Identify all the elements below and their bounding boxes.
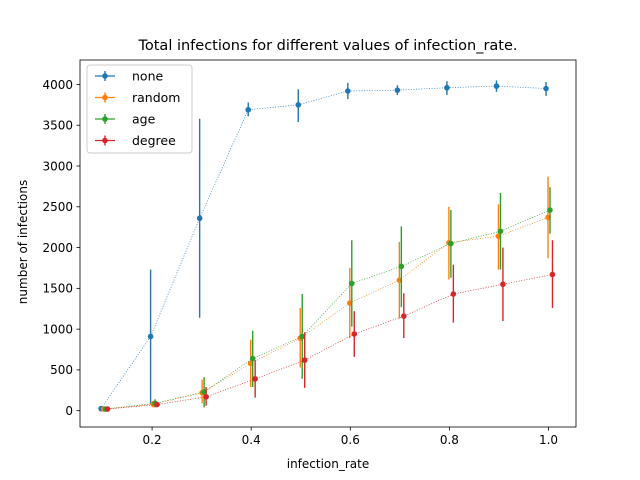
series-line-age xyxy=(105,209,551,410)
data-point-degree xyxy=(301,357,308,363)
chart-title: Total infections for different values of… xyxy=(137,38,517,54)
x-tick-label: 1.0 xyxy=(539,433,558,447)
data-point-age xyxy=(249,355,256,362)
data-point-age xyxy=(398,263,405,270)
x-axis-label: infection_rate xyxy=(287,457,370,471)
y-tick-label: 3500 xyxy=(42,119,73,133)
x-tick-label: 0.2 xyxy=(143,433,162,447)
data-point-age xyxy=(299,333,306,340)
legend: none random age degree xyxy=(86,64,193,154)
legend-swatch-marker xyxy=(102,73,108,79)
data-point-none xyxy=(196,215,203,222)
legend-label: degree xyxy=(132,133,176,148)
y-tick-label: 500 xyxy=(50,363,73,377)
data-point-none xyxy=(444,84,450,91)
y-tick-label: 2500 xyxy=(42,200,73,214)
data-point-age xyxy=(547,207,553,213)
legend-swatch-marker xyxy=(102,94,108,101)
x-tick-label: 0.4 xyxy=(242,433,261,447)
legend-label: age xyxy=(132,112,156,127)
y-axis-label: number of infections xyxy=(16,180,30,304)
data-point-none xyxy=(147,333,154,340)
data-point-none xyxy=(245,106,252,113)
y-tick-label: 1000 xyxy=(42,322,73,336)
axes-frame xyxy=(79,59,577,428)
x-tick-label: 0.6 xyxy=(341,433,360,447)
legend-label: none xyxy=(132,69,163,84)
data-point-degree xyxy=(104,406,111,412)
data-point-degree xyxy=(401,313,407,319)
series-line-none xyxy=(100,85,547,409)
data-point-degree xyxy=(154,401,160,408)
series-line-degree xyxy=(107,274,553,410)
y-tick-label: 2000 xyxy=(42,241,73,255)
data-point-degree xyxy=(203,394,209,400)
data-point-none xyxy=(543,85,549,92)
data-point-none xyxy=(345,88,351,94)
data-point-none xyxy=(493,83,500,89)
legend-box xyxy=(86,64,193,154)
plot-area: 0.2 0.4 0.6 0.8 1.0 0 500 1000 1500 2000 2500 3000 3… xyxy=(42,59,577,447)
y-tick-label: 1500 xyxy=(42,282,73,296)
x-tick-label: 0.8 xyxy=(440,433,459,447)
legend-swatch-marker xyxy=(102,116,108,122)
data-point-age xyxy=(448,240,454,247)
data-point-degree xyxy=(500,281,506,288)
data-point-age xyxy=(348,280,355,287)
data-point-degree xyxy=(549,271,556,278)
y-tick-label: 0 xyxy=(65,404,73,418)
y-tick-label: 3000 xyxy=(42,159,73,173)
data-point-age xyxy=(497,228,504,235)
data-point-degree xyxy=(450,291,457,297)
data-point-degree xyxy=(351,331,358,337)
data-point-none xyxy=(394,87,401,93)
legend-label: random xyxy=(132,90,180,105)
data-point-none xyxy=(295,102,302,108)
y-tick-label: 4000 xyxy=(42,78,73,92)
data-point-degree xyxy=(252,376,258,382)
legend-swatch-marker xyxy=(102,137,108,144)
